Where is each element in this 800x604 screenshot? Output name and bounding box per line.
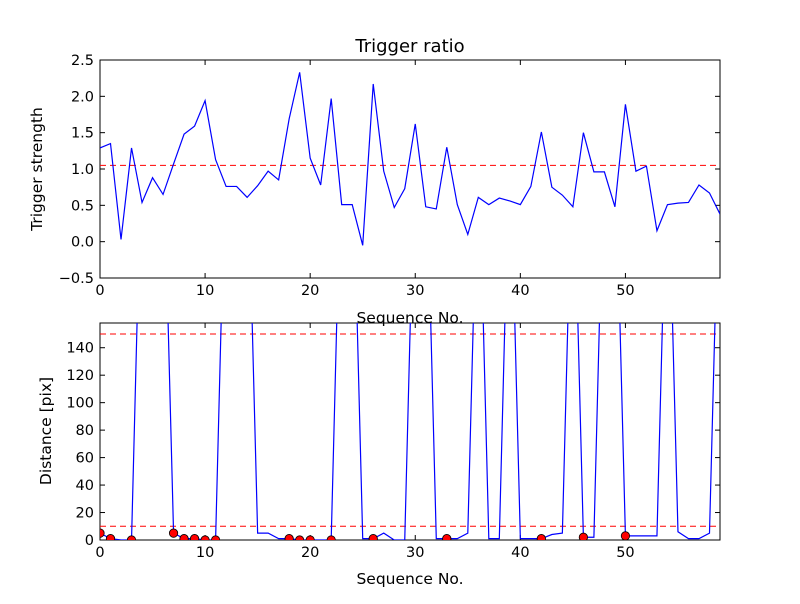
top-x-tick-label: 40 — [511, 283, 529, 299]
top-y-tick-label: 0.5 — [71, 198, 94, 214]
bottom-y-tick-label: 100 — [66, 396, 94, 412]
bottom-x-tick-label: 40 — [511, 545, 529, 561]
bottom-data-marker — [368, 534, 378, 540]
top-y-tick-label: 2.5 — [71, 53, 94, 69]
bottom-data-marker — [105, 534, 116, 540]
bottom-x-tick-label: 30 — [406, 545, 424, 561]
bottom-y-tick-label: 140 — [66, 341, 94, 357]
bottom-y-axis-label: Distance [pix] — [37, 377, 55, 485]
top-x-tick-label: 0 — [95, 283, 104, 299]
bottom-data-marker — [442, 534, 452, 540]
bottom-x-tick-label: 10 — [196, 545, 214, 561]
bottom-data-marker — [126, 535, 137, 540]
bottom-data-marker — [168, 528, 179, 538]
bottom-data-marker — [620, 531, 631, 540]
top-y-tick-label: 0.0 — [71, 235, 94, 251]
bottom-data-marker — [284, 534, 294, 540]
bottom-data-marker — [305, 535, 315, 540]
bottom-x-tick-label: 20 — [301, 545, 319, 561]
top-plot-frame — [99, 59, 721, 279]
top-y-tick-label: −0.5 — [59, 271, 94, 287]
bottom-y-tick-label: 60 — [76, 451, 94, 467]
bottom-y-tick-label: 0 — [85, 533, 94, 549]
bottom-data-marker — [200, 535, 210, 540]
top-subplot: Trigger ratio Sequence No. Trigger stren… — [28, 36, 721, 327]
bottom-x-axis-label: Sequence No. — [356, 570, 463, 588]
top-x-tick-label: 20 — [301, 283, 319, 299]
top-x-tick-label: 10 — [196, 283, 214, 299]
top-y-tick-label: 2.0 — [71, 89, 94, 105]
bottom-x-tick-label: 0 — [95, 545, 104, 561]
bottom-x-tick-label: 50 — [616, 545, 634, 561]
bottom-y-tick-label: 20 — [76, 506, 94, 522]
bottom-subplot: Sequence No. Distance [pix] 0 10 20 30 40 50 0… — [37, 322, 721, 588]
top-series-line — [100, 72, 720, 246]
bottom-data-marker — [536, 534, 546, 540]
bottom-y-tick-label: 120 — [66, 368, 94, 384]
top-y-tick-label: 1.5 — [71, 126, 94, 142]
bottom-data-marker — [179, 534, 189, 540]
bottom-data-marker — [189, 534, 200, 540]
bottom-y-tick-label: 40 — [76, 478, 94, 494]
bottom-data-marker — [326, 535, 336, 540]
top-y-axis-label: Trigger strength — [28, 107, 46, 232]
top-x-tick-label: 30 — [406, 283, 424, 299]
bottom-y-tick-label: 80 — [76, 423, 94, 439]
bottom-data-marker — [210, 535, 221, 540]
top-y-tick-label: 1.0 — [71, 162, 94, 178]
bottom-data-marker — [100, 528, 105, 538]
bottom-data-marker — [578, 532, 588, 540]
top-chart-title: Trigger ratio — [354, 36, 464, 57]
top-x-tick-label: 50 — [616, 283, 634, 299]
bottom-data-marker — [295, 535, 305, 540]
